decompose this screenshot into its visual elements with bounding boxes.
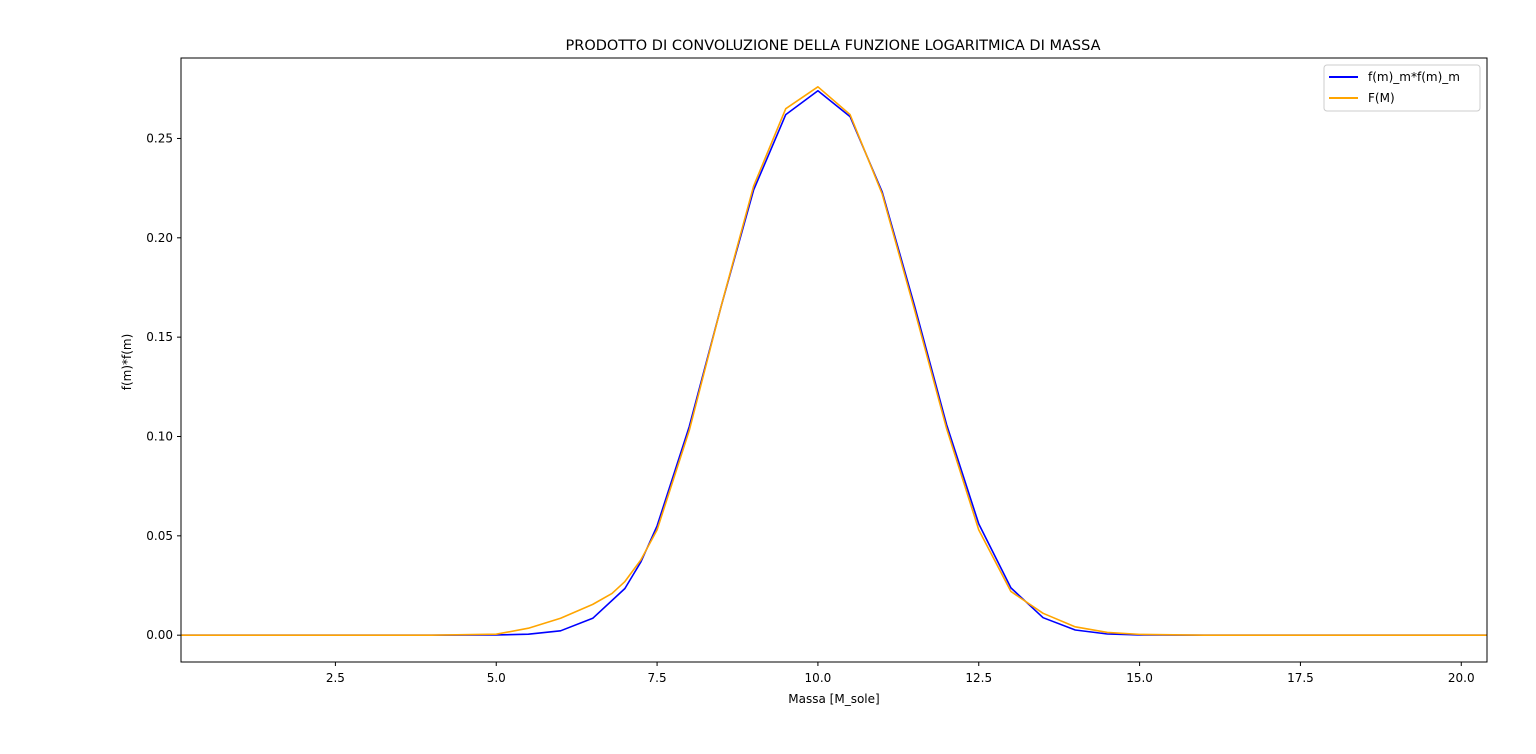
x-tick-label-7: 20.0 (1448, 671, 1475, 685)
x-tick-label-2: 7.5 (648, 671, 667, 685)
x-tick-label-4: 12.5 (965, 671, 992, 685)
x-tick-label-6: 17.5 (1287, 671, 1314, 685)
x-tick-label-3: 10.0 (805, 671, 832, 685)
series-layer (181, 86, 1487, 636)
legend-label-orange: F(M) (1368, 91, 1395, 105)
plot-area-frame (180, 57, 1488, 663)
y-tick-label-1: 0.05 (146, 529, 173, 543)
y-tick-label-2: 0.10 (146, 429, 173, 443)
ticks-layer: 2.5 5.0 7.5 10.0 12.5 15.0 17.5 20.0 0.00 0.05 0.1… (146, 131, 1474, 685)
x-tick-label-1: 5.0 (487, 671, 506, 685)
series-line-1 (181, 86, 1487, 636)
legend-label-blue: f(m)_m*f(m)_m (1368, 70, 1460, 84)
y-tick-label-3: 0.15 (146, 330, 173, 344)
x-tick-label-0: 2.5 (326, 671, 345, 685)
y-tick-label-0: 0.00 (146, 628, 173, 642)
legend: f(m)_m*f(m)_m F(M) (1323, 64, 1481, 112)
x-axis-title: Massa [M_sole] (788, 692, 879, 706)
y-tick-label-5: 0.25 (146, 131, 173, 145)
chart-title: PRODOTTO DI CONVOLUZIONE DELLA FUNZIONE … (566, 38, 1101, 54)
y-axis-title: f(m)*f(m) (120, 334, 134, 391)
x-tick-label-5: 15.0 (1126, 671, 1153, 685)
y-tick-label-4: 0.20 (146, 231, 173, 245)
legend-box (1323, 64, 1481, 112)
